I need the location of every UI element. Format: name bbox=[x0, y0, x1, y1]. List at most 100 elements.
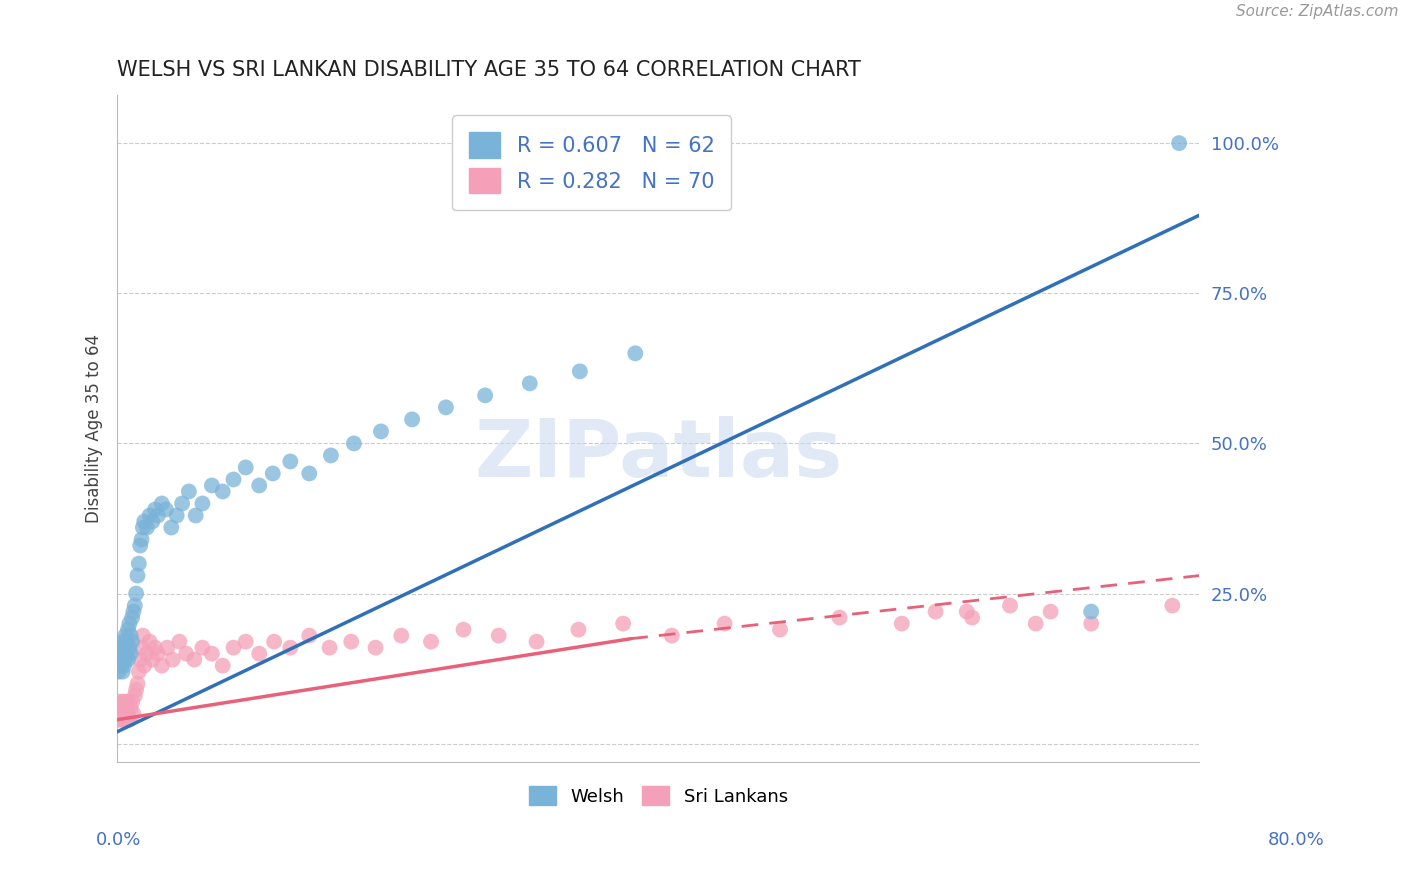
Point bbox=[169, 634, 191, 648]
Point bbox=[141, 653, 163, 667]
Point bbox=[769, 623, 792, 637]
Point bbox=[235, 634, 257, 648]
Point bbox=[110, 658, 132, 673]
Point bbox=[114, 653, 136, 667]
Point bbox=[319, 449, 342, 463]
Point bbox=[114, 706, 136, 721]
Point bbox=[183, 653, 205, 667]
Point bbox=[129, 539, 152, 553]
Point bbox=[661, 629, 683, 643]
Point bbox=[1080, 605, 1102, 619]
Point bbox=[519, 376, 541, 391]
Point bbox=[401, 412, 423, 426]
Point bbox=[222, 473, 245, 487]
Point bbox=[191, 640, 214, 655]
Point bbox=[222, 640, 245, 655]
Legend: Welsh, Sri Lankans: Welsh, Sri Lankans bbox=[522, 779, 794, 813]
Point bbox=[136, 647, 159, 661]
Point bbox=[526, 634, 548, 648]
Point bbox=[191, 496, 214, 510]
Point bbox=[624, 346, 647, 360]
Point bbox=[107, 713, 129, 727]
Point bbox=[150, 496, 173, 510]
Point bbox=[160, 520, 183, 534]
Point bbox=[122, 706, 145, 721]
Point bbox=[1080, 616, 1102, 631]
Point bbox=[134, 658, 156, 673]
Point bbox=[150, 658, 173, 673]
Point bbox=[211, 484, 233, 499]
Point bbox=[118, 640, 141, 655]
Point bbox=[420, 634, 443, 648]
Point bbox=[111, 665, 134, 679]
Point bbox=[155, 502, 177, 516]
Point bbox=[115, 647, 138, 661]
Point bbox=[128, 557, 150, 571]
Point bbox=[166, 508, 188, 523]
Point bbox=[138, 508, 160, 523]
Point bbox=[713, 616, 735, 631]
Point bbox=[134, 515, 156, 529]
Point bbox=[453, 623, 475, 637]
Point bbox=[125, 682, 148, 697]
Point bbox=[924, 605, 946, 619]
Point bbox=[318, 640, 340, 655]
Point bbox=[132, 629, 155, 643]
Point bbox=[343, 436, 366, 450]
Point bbox=[125, 586, 148, 600]
Point bbox=[131, 640, 153, 655]
Point bbox=[121, 695, 143, 709]
Point bbox=[117, 623, 139, 637]
Point bbox=[107, 665, 129, 679]
Point bbox=[434, 401, 457, 415]
Point bbox=[124, 599, 146, 613]
Point bbox=[111, 695, 134, 709]
Text: 80.0%: 80.0% bbox=[1268, 831, 1324, 849]
Point bbox=[235, 460, 257, 475]
Point bbox=[143, 502, 166, 516]
Point bbox=[960, 610, 983, 624]
Point bbox=[364, 640, 387, 655]
Point bbox=[143, 640, 166, 655]
Point bbox=[890, 616, 912, 631]
Point bbox=[174, 647, 197, 661]
Point bbox=[568, 364, 591, 378]
Point bbox=[389, 629, 412, 643]
Point bbox=[146, 647, 169, 661]
Point bbox=[184, 508, 207, 523]
Point bbox=[110, 647, 132, 661]
Point bbox=[110, 713, 132, 727]
Point bbox=[112, 700, 135, 714]
Point bbox=[138, 634, 160, 648]
Point bbox=[118, 616, 141, 631]
Point bbox=[340, 634, 363, 648]
Point bbox=[112, 713, 135, 727]
Point bbox=[129, 653, 152, 667]
Point bbox=[201, 647, 224, 661]
Point bbox=[114, 695, 136, 709]
Point bbox=[177, 484, 200, 499]
Point bbox=[247, 647, 270, 661]
Point bbox=[211, 658, 233, 673]
Point bbox=[263, 634, 285, 648]
Text: WELSH VS SRI LANKAN DISABILITY AGE 35 TO 64 CORRELATION CHART: WELSH VS SRI LANKAN DISABILITY AGE 35 TO… bbox=[117, 60, 860, 79]
Point bbox=[111, 634, 134, 648]
Point bbox=[262, 467, 284, 481]
Point bbox=[201, 478, 224, 492]
Point bbox=[112, 658, 135, 673]
Point bbox=[146, 508, 169, 523]
Point bbox=[128, 665, 150, 679]
Point bbox=[1168, 136, 1191, 150]
Point bbox=[112, 640, 135, 655]
Point bbox=[110, 700, 132, 714]
Point bbox=[121, 634, 143, 648]
Point bbox=[115, 634, 138, 648]
Point bbox=[956, 605, 979, 619]
Point bbox=[122, 605, 145, 619]
Point bbox=[115, 700, 138, 714]
Point bbox=[117, 706, 139, 721]
Point bbox=[280, 640, 302, 655]
Point bbox=[998, 599, 1021, 613]
Point bbox=[280, 454, 302, 468]
Point bbox=[474, 388, 496, 402]
